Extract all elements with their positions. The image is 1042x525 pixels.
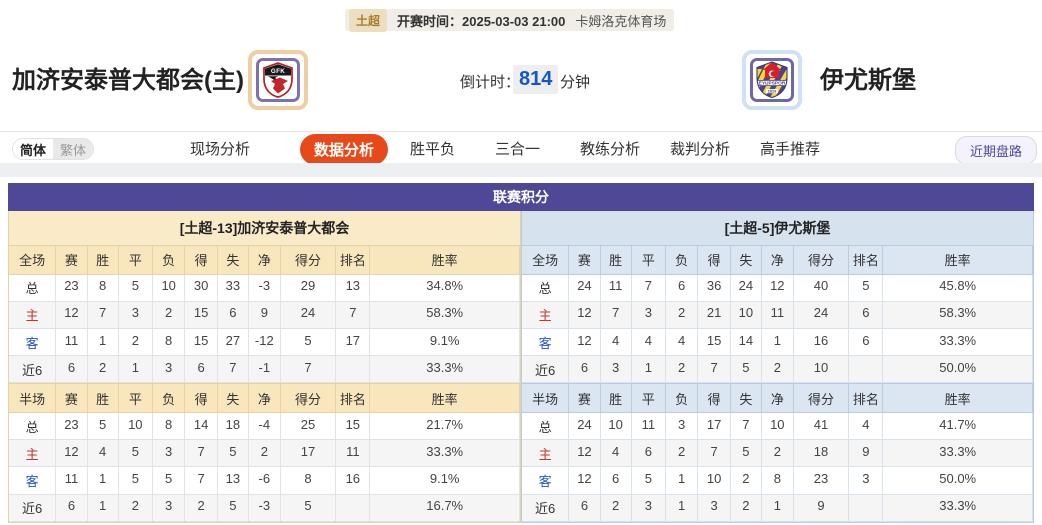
svg-text:GFK: GFK (271, 68, 285, 75)
svg-text:EYUPSPOR: EYUPSPOR (759, 81, 786, 87)
svg-text:1919: 1919 (768, 89, 776, 93)
